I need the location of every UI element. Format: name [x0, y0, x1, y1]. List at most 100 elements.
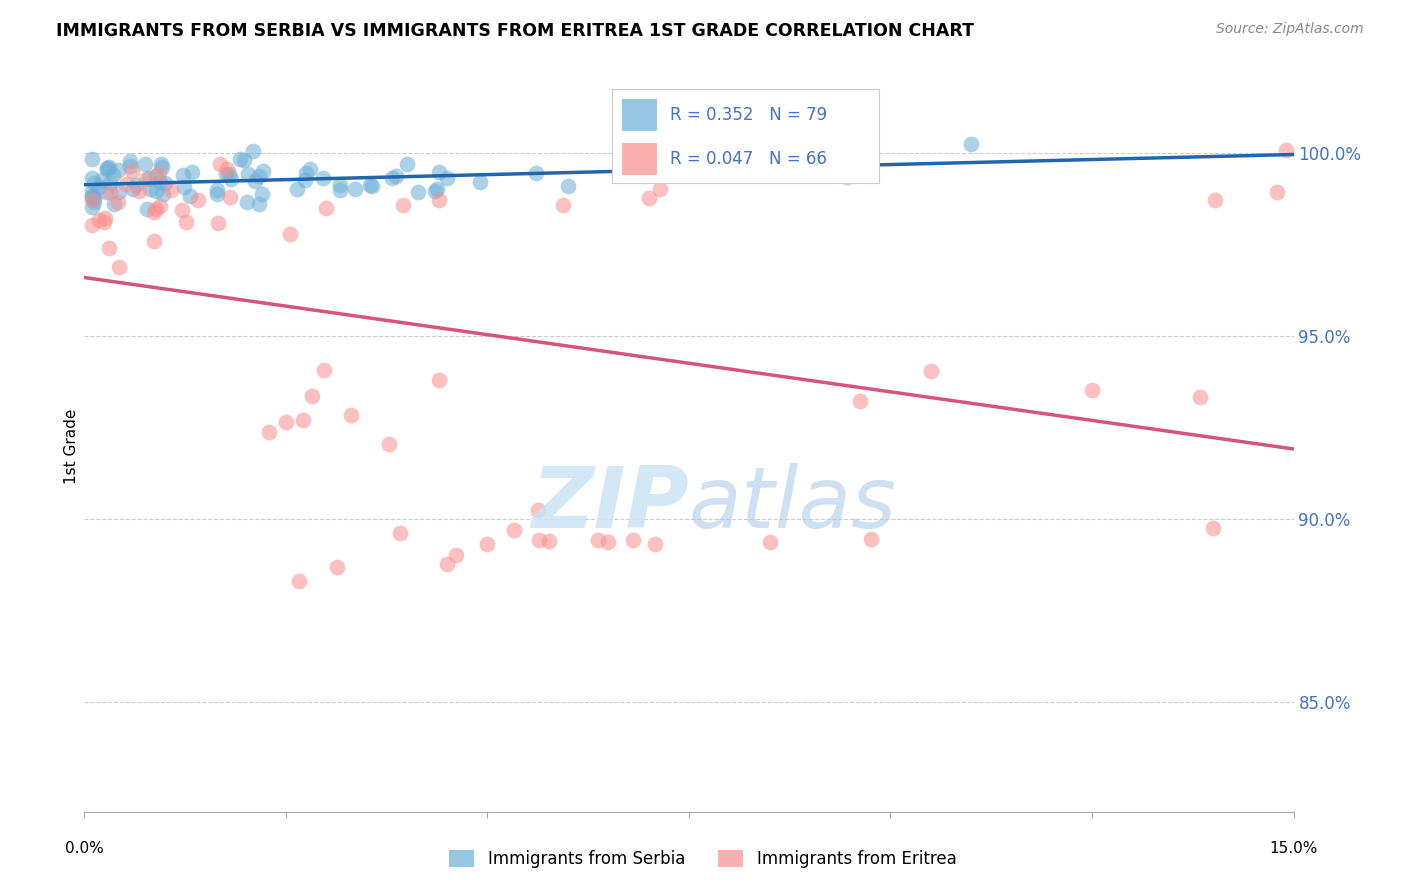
Point	[98, 241, 121, 255]
Text: 15.0%: 15.0%	[1270, 841, 1317, 856]
Y-axis label: 1st Grade: 1st Grade	[63, 409, 79, 483]
Point	[247, 169, 270, 183]
Point	[122, 182, 145, 196]
Point	[250, 187, 273, 202]
Point	[135, 172, 157, 186]
Point	[152, 187, 174, 202]
Point	[89, 180, 111, 194]
Point	[385, 169, 408, 184]
Point	[187, 193, 209, 207]
Point	[477, 536, 499, 550]
Point	[427, 193, 450, 207]
Point	[294, 166, 316, 180]
Point	[96, 161, 118, 175]
Point	[96, 185, 118, 199]
Point	[83, 176, 105, 190]
Point	[229, 152, 252, 166]
Point	[1267, 185, 1289, 199]
Point	[205, 183, 228, 197]
Text: R = 0.047   N = 66: R = 0.047 N = 66	[671, 151, 827, 169]
Point	[170, 203, 193, 218]
Point	[1275, 143, 1298, 157]
Point	[557, 179, 579, 194]
Point	[150, 157, 173, 171]
Text: R = 0.352   N = 79: R = 0.352 N = 79	[671, 106, 828, 124]
Point	[138, 171, 160, 186]
Point	[468, 175, 491, 189]
Point	[139, 182, 162, 196]
Point	[1204, 193, 1226, 207]
Point	[359, 178, 381, 193]
Point	[173, 179, 195, 194]
Text: ZIP: ZIP	[531, 463, 689, 546]
Point	[257, 425, 280, 440]
Point	[108, 260, 131, 274]
Point	[429, 164, 451, 178]
Legend: Immigrants from Serbia, Immigrants from Eritrea: Immigrants from Serbia, Immigrants from …	[443, 843, 963, 875]
Point	[134, 157, 156, 171]
Point	[538, 533, 561, 548]
Point	[91, 173, 114, 187]
Point	[215, 168, 238, 182]
Point	[294, 173, 316, 187]
Point	[252, 164, 274, 178]
Point	[243, 174, 266, 188]
Point	[120, 153, 142, 168]
Point	[644, 536, 666, 550]
Point	[207, 217, 229, 231]
Point	[391, 198, 413, 212]
Point	[285, 182, 308, 196]
Point	[145, 202, 167, 216]
Point	[637, 191, 659, 205]
Point	[93, 215, 115, 229]
Point	[120, 160, 142, 174]
Point	[103, 196, 125, 211]
Point	[292, 413, 315, 427]
Point	[621, 533, 644, 548]
Point	[145, 169, 167, 183]
Point	[839, 161, 862, 175]
Point	[1081, 384, 1104, 398]
Point	[96, 162, 118, 177]
Point	[1189, 390, 1212, 404]
Point	[172, 168, 194, 182]
Point	[153, 176, 176, 190]
Point	[82, 193, 104, 207]
Point	[381, 171, 404, 186]
Point	[218, 167, 240, 181]
Point	[128, 185, 150, 199]
Point	[960, 137, 983, 152]
Point	[436, 171, 458, 186]
Point	[142, 234, 165, 248]
Point	[82, 188, 104, 202]
Point	[835, 170, 858, 185]
Point	[426, 182, 449, 196]
Point	[329, 183, 352, 197]
Point	[278, 227, 301, 241]
Point	[107, 195, 129, 210]
Point	[859, 532, 882, 546]
Point	[503, 524, 526, 538]
Point	[143, 204, 166, 219]
Point	[299, 161, 322, 176]
Point	[98, 185, 121, 199]
Point	[312, 362, 335, 376]
Point	[107, 186, 129, 200]
Text: Source: ZipAtlas.com: Source: ZipAtlas.com	[1216, 22, 1364, 37]
Point	[82, 190, 104, 204]
Point	[107, 163, 129, 178]
Point	[149, 175, 172, 189]
Point	[208, 157, 231, 171]
Text: atlas: atlas	[689, 463, 897, 546]
Point	[758, 535, 780, 549]
Point	[340, 408, 363, 422]
Point	[288, 574, 311, 588]
Point	[98, 176, 121, 190]
Point	[124, 178, 146, 192]
Point	[82, 218, 104, 232]
Point	[242, 144, 264, 158]
Point	[205, 186, 228, 201]
Point	[360, 178, 382, 193]
Point	[529, 533, 551, 547]
Point	[427, 373, 450, 387]
